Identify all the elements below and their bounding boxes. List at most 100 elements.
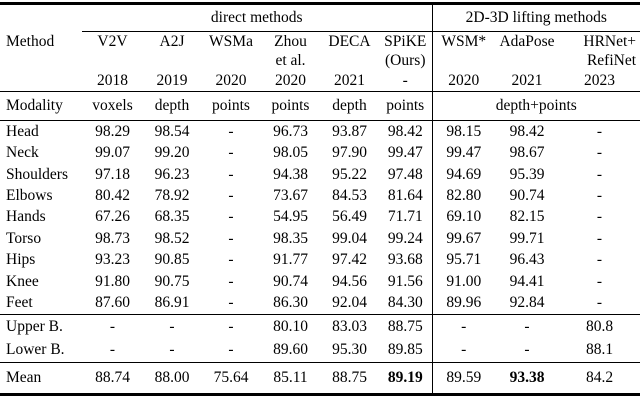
cell: - [596, 144, 603, 162]
method-name-row: Method V2V A2J WSMa Zhou DECA SPiKE WSM*… [0, 31, 640, 52]
modality-label: Modality [0, 91, 82, 121]
cell: - [82, 313, 143, 339]
cell: - [228, 272, 234, 290]
cell: 84.30 [387, 294, 423, 312]
cell: 95.71 [431, 249, 495, 271]
cell: 83.03 [320, 313, 379, 339]
cell: 97.18 [95, 165, 130, 183]
cell: 98.52 [154, 229, 190, 247]
col-sub-a2j [143, 52, 201, 70]
summary-rows: Upper B. - - -80.10 83.03 88.75- -80.8 Lower B.… [0, 313, 640, 363]
cell: 90.75 [154, 272, 190, 290]
cell: 86.91 [154, 294, 190, 312]
cell: 99.20 [154, 144, 190, 162]
table-row: Head 98.29 98.54 - 96.73 93.87 98.42 98.15 98.42… [0, 120, 640, 143]
cell: 81.64 [387, 187, 423, 204]
table-row: Mean 88.74 88.00 75.64 85.11 88.75 89.19 89.59 9… [0, 361, 640, 395]
joint-rows: Head 98.29 98.54 - 96.73 93.87 98.42 98.15 98.42… [0, 120, 640, 315]
modality-zhou: points [261, 91, 320, 121]
cell: 99.47 [387, 144, 423, 162]
cell: - [596, 122, 603, 140]
cell: 98.54 [154, 122, 190, 140]
cell: - [228, 229, 234, 247]
table-row: Neck 99.07 99.20 - 98.05 97.90 99.47 99.47 98.67… [0, 142, 640, 164]
table-header: direct methods 2D-3D lifting methods Met… [0, 3, 640, 121]
cell: - [143, 313, 201, 339]
row-label: Shoulders [6, 165, 68, 183]
cell: - [596, 294, 603, 312]
cell: 95.22 [332, 165, 367, 183]
col-year-wsma: 2020 [201, 70, 261, 92]
col-sub-wsma [201, 52, 261, 70]
cell: 75.64 [201, 361, 261, 395]
cell: - [596, 229, 603, 247]
cell: 73.67 [273, 187, 308, 204]
modality-a2j: depth [143, 91, 201, 121]
cell: 88.1 [585, 341, 614, 359]
cell: 97.90 [332, 144, 367, 162]
row-label: Elbows [6, 187, 53, 204]
year-row: 2018 2019 2020 2020 2021 - 2020 2021 202… [0, 70, 640, 92]
col-year-a2j: 2019 [143, 70, 201, 92]
cell: 98.73 [95, 229, 130, 247]
cell: 98.15 [431, 120, 495, 143]
spacer [0, 52, 82, 70]
cell: 94.41 [509, 272, 545, 290]
cell: 93.23 [95, 251, 130, 269]
group-header-row: direct methods 2D-3D lifting methods [0, 3, 640, 32]
cell: 94.69 [431, 163, 495, 186]
cell: 89.59 [431, 361, 495, 395]
cell: - [596, 187, 603, 204]
table-row: Shoulders 97.18 96.23 - 94.38 95.22 97.48 94.69… [0, 163, 640, 186]
row-label: Mean [0, 361, 82, 395]
row-label: Hands [6, 208, 46, 226]
cell: - [228, 251, 234, 269]
cell: 96.23 [154, 165, 190, 183]
col-sub-zhou: et al. [275, 52, 306, 70]
modality-deca: depth [320, 91, 379, 121]
cell: 90.74 [273, 272, 308, 290]
cell: - [431, 338, 495, 363]
cell: 91.77 [273, 251, 308, 269]
cell: 99.07 [95, 144, 130, 162]
table-row: Torso 98.73 98.52 - 98.35 99.04 99.24 99.67 99.7… [0, 228, 640, 250]
cell: 80.10 [261, 313, 320, 339]
cell: - [596, 251, 603, 269]
cell: - [596, 272, 603, 290]
cell: 91.00 [431, 270, 495, 293]
row-label: Feet [6, 294, 33, 312]
cell: 89.19 [379, 361, 432, 395]
table-row: Upper B. - - -80.10 83.03 88.75- -80.8 [0, 313, 640, 339]
cell: 94.38 [273, 165, 308, 183]
modality-v2v: voxels [82, 91, 143, 121]
cell: 99.04 [332, 229, 367, 247]
cell: 69.10 [431, 206, 495, 228]
cell: 88.75 [320, 361, 379, 395]
cell: 84.2 [559, 361, 640, 395]
group-direct-methods: direct methods [82, 3, 432, 32]
cell: 80.8 [559, 313, 640, 339]
cell: - [228, 294, 234, 312]
cell: 80.42 [95, 187, 130, 204]
col-sub-spike: (Ours) [385, 52, 426, 70]
cell: - [596, 165, 603, 183]
cell: 93.68 [387, 251, 423, 269]
table-row: Lower B. - - -89.60 95.30 89.85- -88.1 [0, 338, 640, 363]
col-header-wsm-star: WSM* [431, 31, 495, 52]
cell: 98.35 [273, 229, 308, 247]
cell: 90.74 [509, 187, 545, 204]
col-year-wsm-star: 2020 [431, 70, 495, 92]
cell: - [169, 341, 175, 359]
cell: - [228, 208, 234, 226]
spacer [0, 70, 82, 92]
cell: 91.56 [387, 272, 423, 290]
col-year-adapose: 2021 [495, 70, 559, 92]
modality-wsma: points [201, 91, 261, 121]
modality-lifting: depth+points [431, 91, 640, 121]
cell: 95.30 [332, 341, 367, 359]
table-row: Knee 91.80 90.75 - 90.74 94.56 91.56 91.00 94.41… [0, 270, 640, 293]
corner-spacer [0, 4, 82, 32]
cell: - [228, 122, 234, 140]
